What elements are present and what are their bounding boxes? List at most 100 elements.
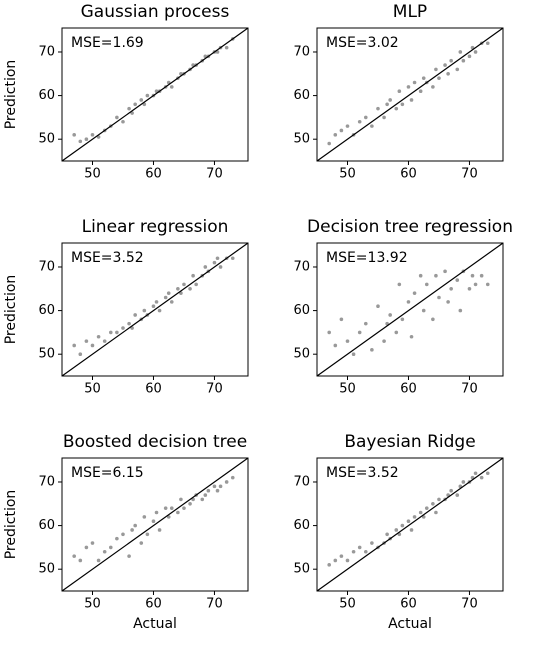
point bbox=[418, 89, 423, 94]
point bbox=[169, 85, 174, 89]
panel-title: Bayesian Ridge bbox=[344, 432, 475, 452]
point bbox=[169, 506, 174, 510]
y-tick-label: 60 bbox=[38, 88, 55, 103]
point bbox=[157, 308, 162, 313]
point bbox=[327, 330, 331, 335]
point bbox=[461, 58, 466, 63]
x-tick-label: 70 bbox=[461, 382, 478, 397]
point bbox=[333, 133, 338, 137]
y-tick-label: 50 bbox=[38, 347, 55, 362]
axes-frame bbox=[61, 457, 249, 592]
point bbox=[485, 471, 490, 476]
point bbox=[437, 76, 441, 80]
point bbox=[397, 89, 402, 94]
mse-annotation: MSE=3.02 bbox=[326, 35, 399, 51]
point bbox=[400, 317, 405, 322]
point bbox=[115, 536, 119, 541]
point bbox=[179, 497, 183, 502]
point bbox=[345, 124, 350, 128]
point bbox=[108, 545, 113, 550]
point bbox=[458, 308, 463, 313]
mse-annotation: MSE=3.52 bbox=[71, 250, 144, 266]
point bbox=[479, 273, 484, 278]
point bbox=[446, 300, 450, 304]
axes-frame bbox=[61, 27, 249, 162]
axes-frame bbox=[316, 457, 504, 592]
point bbox=[406, 519, 411, 524]
point bbox=[127, 321, 131, 326]
point bbox=[96, 334, 101, 339]
point bbox=[409, 98, 414, 102]
point bbox=[473, 282, 478, 287]
point bbox=[84, 137, 89, 141]
y-tick-label: 50 bbox=[38, 562, 55, 577]
x-tick-label: 70 bbox=[206, 597, 223, 612]
point bbox=[206, 488, 211, 493]
point bbox=[370, 541, 374, 545]
point bbox=[108, 330, 113, 335]
y-tick-label: 60 bbox=[293, 303, 310, 318]
point bbox=[455, 67, 460, 72]
axes-frame bbox=[61, 242, 249, 377]
y-tick-label: 70 bbox=[293, 474, 310, 489]
identity-line bbox=[316, 457, 504, 592]
point bbox=[90, 343, 95, 348]
point bbox=[388, 313, 392, 317]
y-tick-label: 70 bbox=[38, 474, 55, 489]
point bbox=[96, 558, 101, 563]
point bbox=[345, 339, 350, 343]
point bbox=[406, 300, 411, 304]
point bbox=[434, 510, 438, 515]
point bbox=[458, 50, 463, 54]
x-tick-label: 60 bbox=[400, 382, 417, 397]
point bbox=[339, 128, 344, 133]
point bbox=[130, 528, 134, 532]
point bbox=[357, 545, 362, 550]
point bbox=[191, 273, 195, 278]
point bbox=[200, 497, 205, 502]
axes-frame bbox=[316, 242, 504, 377]
point bbox=[90, 541, 95, 545]
axes-frame bbox=[316, 27, 504, 162]
point bbox=[363, 549, 368, 554]
x-tick-label: 60 bbox=[145, 382, 162, 397]
point bbox=[421, 76, 426, 80]
identity-line bbox=[61, 27, 249, 162]
point bbox=[409, 334, 414, 339]
point bbox=[449, 58, 453, 63]
point bbox=[339, 554, 344, 558]
point bbox=[142, 515, 147, 519]
point bbox=[357, 119, 362, 124]
point bbox=[142, 308, 147, 313]
point bbox=[431, 85, 435, 89]
point bbox=[449, 488, 453, 493]
point bbox=[376, 106, 380, 111]
y-tick-label: 60 bbox=[293, 518, 310, 533]
point bbox=[394, 330, 399, 335]
point bbox=[218, 484, 223, 489]
point bbox=[121, 532, 125, 537]
point bbox=[446, 71, 450, 76]
y-tick-label: 50 bbox=[38, 132, 55, 147]
point bbox=[397, 282, 402, 287]
x-tick-label: 50 bbox=[339, 597, 356, 612]
x-tick-label: 60 bbox=[145, 597, 162, 612]
point bbox=[382, 339, 386, 343]
y-tick-label: 50 bbox=[293, 347, 310, 362]
point bbox=[133, 523, 137, 528]
point bbox=[409, 528, 414, 532]
point bbox=[382, 115, 386, 120]
point bbox=[394, 106, 399, 111]
point bbox=[412, 291, 417, 295]
y-tick-label: 50 bbox=[293, 562, 310, 577]
point bbox=[84, 545, 89, 550]
identity-line bbox=[61, 242, 249, 377]
point bbox=[418, 273, 423, 278]
point bbox=[327, 141, 331, 146]
point bbox=[182, 282, 186, 287]
point bbox=[385, 532, 389, 537]
x-tick-label: 60 bbox=[145, 167, 162, 182]
point bbox=[188, 286, 192, 291]
point bbox=[163, 295, 168, 300]
panel-title: Boosted decision tree bbox=[63, 432, 247, 452]
